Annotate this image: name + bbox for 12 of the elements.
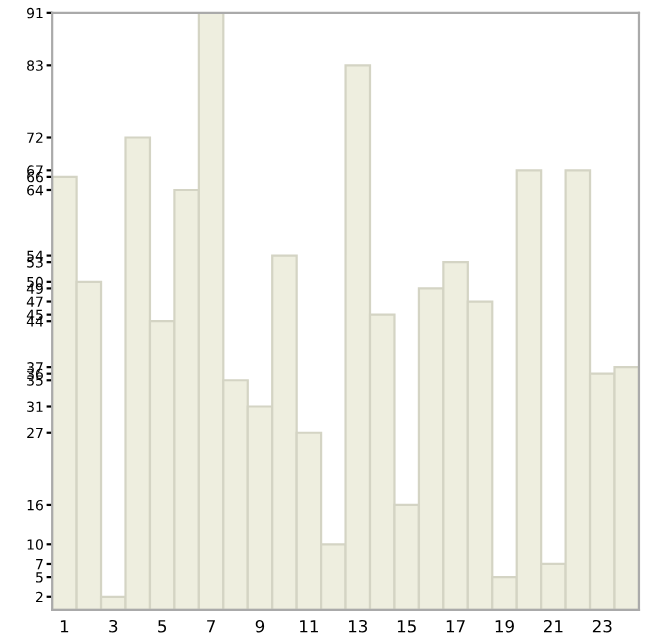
x-tick-label: 23 <box>592 619 612 633</box>
x-tick-label: 13 <box>349 619 368 633</box>
x-tick-label: 1 <box>60 620 69 633</box>
x-tick-label: 9 <box>255 619 265 633</box>
x-tick-label: 3 <box>109 619 118 633</box>
x-tick-label: 21 <box>544 619 563 633</box>
x-tick-label: 15 <box>397 620 416 633</box>
x-tick-label: 5 <box>158 620 167 633</box>
x-tick-label: 17 <box>446 620 465 633</box>
x-tick-label: 7 <box>207 620 215 633</box>
x-tick-label: 11 <box>300 620 318 633</box>
x-tick-label: 19 <box>495 619 514 633</box>
